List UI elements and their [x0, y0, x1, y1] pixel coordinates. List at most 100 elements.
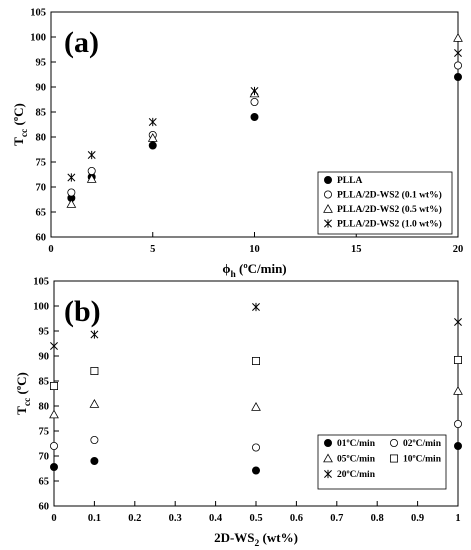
panel-b-label: (b)	[64, 295, 101, 328]
data-point	[453, 73, 462, 82]
data-point	[147, 132, 158, 142]
data-point	[453, 355, 462, 364]
data-point	[454, 317, 462, 327]
legend-marker	[324, 469, 332, 479]
data-point	[251, 443, 260, 452]
y-tick-label: 100	[33, 302, 49, 313]
y-tick-label: 95	[39, 327, 50, 338]
data-point	[90, 366, 99, 375]
series-filled-circle	[67, 73, 462, 202]
y-axis-title: Tcc (ºC)	[14, 372, 33, 415]
series-asterisk	[50, 302, 462, 351]
y-tick-label: 70	[36, 183, 47, 194]
data-point	[49, 409, 59, 419]
legend-marker	[389, 454, 398, 463]
data-point	[66, 198, 77, 208]
legend-marker	[323, 203, 333, 213]
y-tick-label: 95	[36, 58, 47, 69]
data-point	[67, 173, 76, 182]
series-open-square	[50, 355, 462, 390]
legend-entry-label: 10ºC/min	[403, 455, 442, 465]
data-point	[453, 385, 463, 395]
data-point	[89, 398, 100, 408]
data-point	[50, 381, 59, 390]
data-point	[454, 48, 462, 58]
data-point	[90, 330, 99, 339]
y-tick-label: 85	[39, 377, 50, 388]
data-point	[90, 456, 99, 465]
data-point	[453, 419, 462, 428]
data-point	[251, 466, 260, 475]
data-point	[87, 150, 96, 160]
legend-marker	[389, 438, 398, 447]
data-point	[250, 98, 259, 107]
data-point	[453, 441, 462, 450]
y-tick-label: 75	[36, 158, 47, 169]
y-tick-label: 60	[36, 233, 47, 244]
x-tick-label: 5	[150, 244, 155, 255]
data-point	[252, 302, 260, 312]
y-tick-label: 60	[39, 502, 50, 513]
series-filled-circle	[50, 441, 462, 475]
series-asterisk	[67, 48, 462, 182]
x-axis-title: 2D-WS2 (wt%)	[214, 530, 298, 549]
y-tick-label: 75	[39, 427, 50, 438]
data-point	[148, 141, 157, 150]
legend-entry-label: PLLA/2D-WS2 (1.0 wt%)	[337, 219, 442, 230]
y-tick-label: 90	[39, 352, 50, 363]
series-open-triangle	[49, 385, 463, 419]
x-tick-label: 0.1	[88, 513, 101, 524]
legend-entry-label: 02ºC/min	[403, 439, 442, 449]
legend-entry-label: 20ºC/min	[337, 470, 376, 480]
x-axis-title: ϕh (ºC/min)	[222, 261, 286, 280]
y-tick-label: 80	[36, 133, 47, 144]
legend: PLLA PLLA/2D-WS2 (0.1 wt%) PLLA/2D-WS2 (0.…	[317, 171, 453, 235]
x-tick-label: 0.9	[411, 513, 424, 524]
legend-box	[317, 171, 453, 235]
x-tick-label: 0	[48, 244, 53, 255]
x-tick-label: 0.7	[330, 513, 343, 524]
data-point	[50, 341, 58, 351]
x-tick-label: 0.3	[169, 513, 182, 524]
y-tick-label: 70	[39, 452, 50, 463]
series-open-triangle	[66, 32, 463, 208]
x-tick-label: 0.8	[371, 513, 384, 524]
legend-entry-label: PLLA/2D-WS2 (0.1 wt%)	[337, 190, 442, 201]
legend-entry-label: 05ºC/min	[337, 455, 376, 465]
x-tick-label: 20	[453, 244, 464, 255]
x-tick-label: 0.5	[249, 513, 262, 524]
data-point	[148, 117, 157, 127]
data-point	[250, 113, 259, 122]
y-axis-title: Tcc (ºC)	[11, 103, 30, 146]
data-point	[251, 356, 260, 365]
legend: 01ºC/min 02ºC/min 05ºC/min 10ºC/min 20ºC/min	[317, 434, 447, 490]
legend-marker	[323, 438, 332, 447]
data-point	[453, 61, 462, 70]
data-point	[67, 188, 76, 197]
data-point	[50, 441, 59, 450]
y-tick-label: 90	[36, 83, 47, 94]
y-tick-label: 65	[39, 477, 50, 488]
y-tick-label: 100	[30, 33, 46, 44]
x-tick-label: 0	[51, 513, 56, 524]
legend-marker	[324, 219, 332, 228]
x-tick-label: 0.4	[209, 513, 223, 524]
data-point	[453, 32, 463, 42]
y-tick-label: 65	[36, 208, 47, 219]
panel-b-chart: (b) 60 65 70 75 80 85 90 95 100 105 0 0.1 0.2 0.3 0.4 0…	[14, 277, 463, 549]
x-tick-label: 15	[351, 244, 362, 255]
series-open-circle	[50, 419, 462, 452]
y-tick-label: 85	[36, 108, 47, 119]
data-point	[250, 86, 259, 96]
legend-box	[317, 434, 447, 490]
x-tick-label: 1	[455, 513, 460, 524]
y-tick-label: 80	[39, 402, 50, 413]
legend-entry-label: PLLA	[337, 176, 362, 186]
x-tick-label: 10	[249, 244, 260, 255]
legend-marker	[323, 175, 332, 184]
data-point	[50, 462, 59, 471]
legend-marker	[323, 190, 332, 199]
data-point	[90, 435, 99, 444]
data-point	[251, 401, 261, 411]
